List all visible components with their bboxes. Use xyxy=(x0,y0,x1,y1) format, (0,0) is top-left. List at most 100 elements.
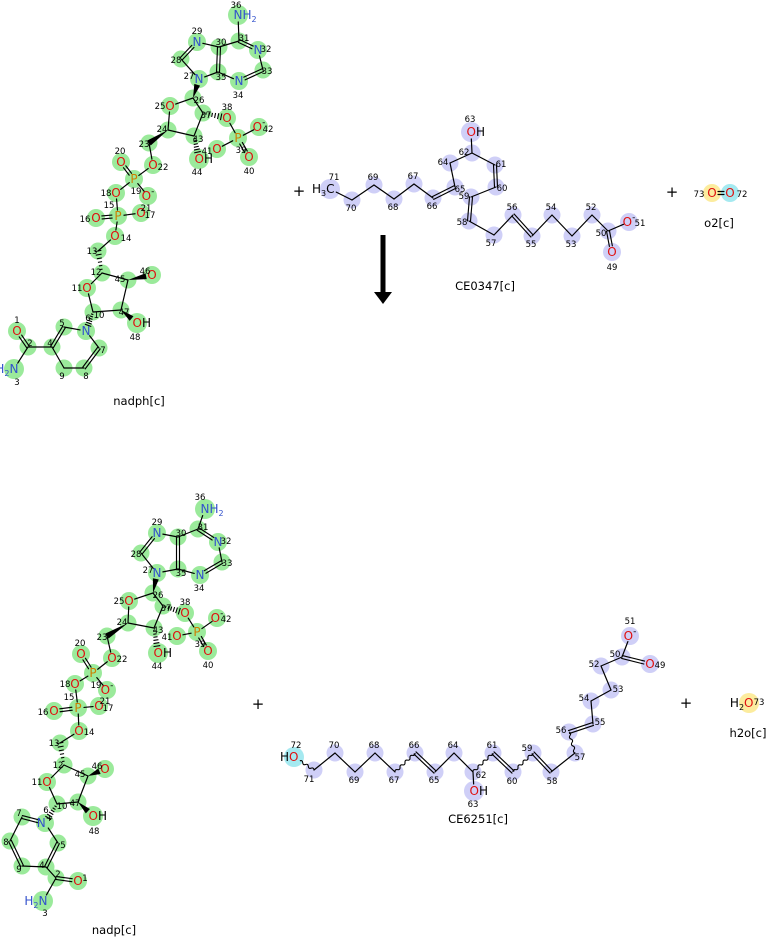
atom-number: 53 xyxy=(613,685,624,695)
atom-highlight xyxy=(143,266,161,284)
atom-highlight xyxy=(188,33,206,51)
atom-symbol: P xyxy=(74,701,81,715)
atom-number: 36 xyxy=(195,493,206,503)
atom-number: 71 xyxy=(329,173,340,183)
atom-number: 67 xyxy=(408,172,419,182)
atom-highlight xyxy=(66,675,84,693)
atom-number: 20 xyxy=(75,639,86,649)
atom-number: 49 xyxy=(607,263,618,273)
atom-number: 12 xyxy=(91,268,102,278)
atom-symbol: O xyxy=(91,211,100,225)
atom-number: 71 xyxy=(304,775,315,785)
atom-highlight xyxy=(87,209,105,227)
atom-number: 19 xyxy=(131,187,142,197)
atom-number: 34 xyxy=(194,584,205,594)
atom-highlight xyxy=(228,5,248,25)
atom-highlight xyxy=(33,891,53,911)
atom-number: 66 xyxy=(427,202,438,212)
atom-number: 56 xyxy=(556,726,567,736)
nadp-label: nadp[c] xyxy=(91,923,137,937)
atom-highlight xyxy=(464,781,484,801)
atom-number: 14 xyxy=(84,728,95,738)
atom-symbol: NH2 xyxy=(234,8,257,24)
ce6251-label: CE6251[c] xyxy=(448,812,508,826)
atom-symbol: H2O xyxy=(730,696,754,712)
atom-number: 21 xyxy=(141,204,152,214)
atom-number: 70 xyxy=(346,204,357,214)
atom-highlight xyxy=(721,184,739,202)
atom-highlight xyxy=(148,564,166,582)
atom-symbol: O- xyxy=(624,627,637,643)
atom-number: 21 xyxy=(100,697,111,707)
atom-highlight xyxy=(250,118,268,136)
atom-number: 37 xyxy=(201,111,212,121)
atom-number: 41 xyxy=(162,633,173,643)
atom-number: 59 xyxy=(522,744,533,754)
atom-highlight xyxy=(621,627,639,645)
atom-number: 39 xyxy=(236,146,247,156)
atom-symbol: O xyxy=(116,155,125,169)
atom-highlight xyxy=(103,649,121,667)
atom-number: 6 xyxy=(43,806,48,816)
atom-symbol: O- xyxy=(253,118,266,134)
atom-number: 6 xyxy=(85,314,90,324)
atom-number: 39 xyxy=(195,640,206,650)
atom-symbol: OH xyxy=(467,125,485,139)
atom-highlight xyxy=(641,655,659,673)
atom-number: 45 xyxy=(75,770,86,780)
atom-highlight xyxy=(90,697,108,715)
atom-number: 42 xyxy=(263,125,274,135)
atom-symbol: OH xyxy=(154,646,172,660)
atom-number: 69 xyxy=(349,776,360,786)
atom-number: 60 xyxy=(507,777,518,787)
atom-highlight xyxy=(45,702,63,720)
atom-symbol: O xyxy=(73,874,82,888)
atom-highlight xyxy=(208,609,226,627)
atom-number: 58 xyxy=(457,218,468,228)
atom-number: 26 xyxy=(194,96,205,106)
atom-number: 49 xyxy=(655,661,666,671)
atom-number: 1 xyxy=(82,874,87,884)
atom-number: 2 xyxy=(27,339,32,349)
atom-symbol: P xyxy=(89,666,96,680)
atom-symbol: H2N xyxy=(0,362,19,378)
atom-symbol: N xyxy=(153,526,162,540)
nadph-label: nadph[c] xyxy=(113,394,165,408)
atom-symbol: N xyxy=(82,324,91,338)
atom-symbol: O xyxy=(203,644,212,658)
atom-number: 25 xyxy=(114,597,125,607)
atom-number: 18 xyxy=(60,680,71,690)
plus-sign-1: + xyxy=(292,182,306,200)
atom-number: 29 xyxy=(192,27,203,37)
atom-number: 22 xyxy=(117,655,128,665)
atom-number: 10 xyxy=(94,311,105,321)
atom-highlight xyxy=(461,122,481,142)
atom-number: 18 xyxy=(101,189,112,199)
atom-number: 48 xyxy=(130,333,141,343)
atom-symbol: O xyxy=(12,324,21,338)
atom-number: 12 xyxy=(53,761,64,771)
atom-number: 4 xyxy=(39,861,44,871)
atom-highlight xyxy=(603,243,621,261)
atom-number: 61 xyxy=(487,741,498,751)
atom-symbol: N xyxy=(193,35,202,49)
atom-symbol: O xyxy=(147,268,156,282)
atom-number: 54 xyxy=(579,694,590,704)
atom-highlight xyxy=(284,747,304,767)
atom-highlight xyxy=(107,184,125,202)
atom-number: 19 xyxy=(91,681,102,691)
atom-symbol: P xyxy=(114,209,121,223)
atom-number: 62 xyxy=(476,771,487,781)
atom-symbol: O xyxy=(94,699,103,713)
atom-symbol: N+ xyxy=(37,814,54,830)
atom-symbol: H3C xyxy=(312,182,335,198)
atom-highlight xyxy=(189,149,209,169)
atom-number: 28 xyxy=(171,56,182,66)
atom-number: 27 xyxy=(143,566,154,576)
atom-number: 55 xyxy=(595,718,606,728)
atom-number: 15 xyxy=(104,201,115,211)
atom-number: 31 xyxy=(239,34,250,44)
